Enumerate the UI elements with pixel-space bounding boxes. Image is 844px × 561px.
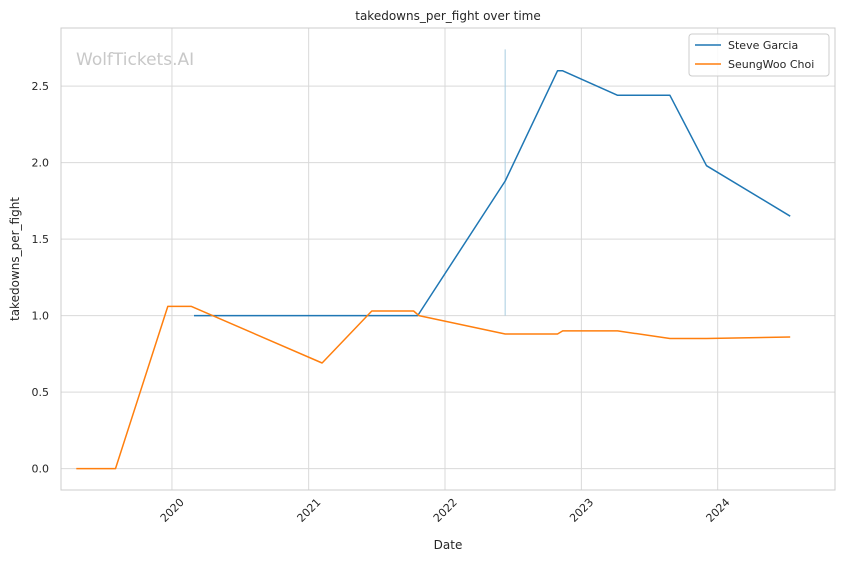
x-tick-label: 2022 xyxy=(431,496,460,525)
series-layer xyxy=(76,70,791,470)
x-tick-label: 2021 xyxy=(295,496,324,525)
y-axis-ticks: 0.0 0.5 1.0 1.5 2.0 2.5 xyxy=(32,80,50,475)
y-tick-label: 1.0 xyxy=(32,310,50,323)
legend: Steve Garcia SeungWoo Choi xyxy=(688,33,830,77)
x-axis-ticks: 2020 2021 2022 2023 2024 xyxy=(158,496,733,525)
series-line-seungwoo-choi xyxy=(76,305,791,470)
y-tick-label: 1.5 xyxy=(32,233,50,246)
x-tick-label: 2023 xyxy=(567,496,596,525)
watermark: WolfTickets.AI xyxy=(76,50,194,70)
x-axis-label: Date xyxy=(434,538,463,552)
y-tick-label: 0.0 xyxy=(32,463,50,476)
y-tick-label: 2.0 xyxy=(32,157,50,170)
legend-entry: Steve Garcia xyxy=(728,39,798,52)
legend-frame xyxy=(688,33,830,77)
legend-entry: SeungWoo Choi xyxy=(728,58,814,71)
chart-title: takedowns_per_fight over time xyxy=(355,9,541,23)
y-axis-label: takedowns_per_fight xyxy=(8,197,22,321)
series-line-steve-garcia xyxy=(194,70,791,317)
x-tick-label: 2024 xyxy=(704,496,733,525)
grid xyxy=(61,28,835,490)
y-tick-label: 2.5 xyxy=(32,80,50,93)
x-tick-label: 2020 xyxy=(158,496,187,525)
plot-area-frame xyxy=(60,27,836,491)
y-tick-label: 0.5 xyxy=(32,386,50,399)
